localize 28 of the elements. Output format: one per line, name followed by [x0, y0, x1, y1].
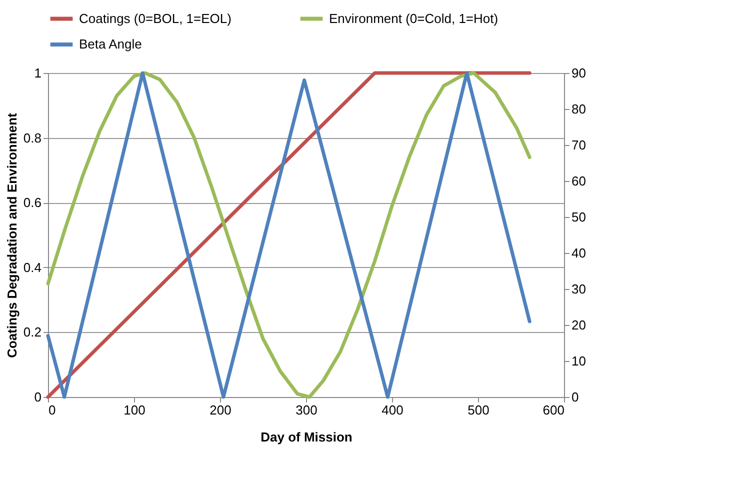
x-tick-label: 500 — [468, 402, 490, 418]
y2-tick-label: 10 — [572, 354, 586, 368]
y-tick-label: 0.6 — [23, 195, 42, 210]
legend-label: Coatings (0=BOL, 1=EOL) — [79, 10, 232, 26]
y-tick-label: 0.2 — [23, 324, 42, 340]
x-tick-label: 0 — [48, 402, 56, 418]
y2-tick-label: 80 — [572, 102, 586, 116]
y-tick-label: 0.4 — [23, 260, 42, 275]
x-tick-label: 200 — [210, 402, 232, 418]
y2-tick-label: 0 — [572, 390, 579, 404]
y-tick-label: 1 — [34, 66, 42, 80]
y2-tick-label: 30 — [572, 282, 586, 296]
legend-label: Environment (0=Cold, 1=Hot) — [329, 10, 498, 26]
y2-tick-label: 90 — [572, 66, 586, 80]
y2-tick-label: 40 — [572, 246, 586, 260]
y2-tick-label: 50 — [572, 210, 586, 224]
x-tick-label: 600 — [542, 402, 564, 418]
y2-tick-label: 20 — [572, 318, 586, 332]
x-tick-label: 300 — [296, 402, 318, 418]
legend-label: Beta Angle — [79, 36, 142, 52]
y-axis-title: Coatings Degradation and Environment — [4, 112, 20, 358]
y-tick-label: 0.8 — [23, 130, 42, 146]
y-tick-label: 0 — [34, 390, 42, 404]
x-tick-label: 100 — [124, 402, 146, 418]
x-tick-label: 400 — [382, 402, 404, 418]
y2-tick-label: 60 — [572, 174, 586, 188]
y2-tick-label: 70 — [572, 138, 586, 152]
x-axis-title: Day of Mission — [260, 430, 352, 444]
